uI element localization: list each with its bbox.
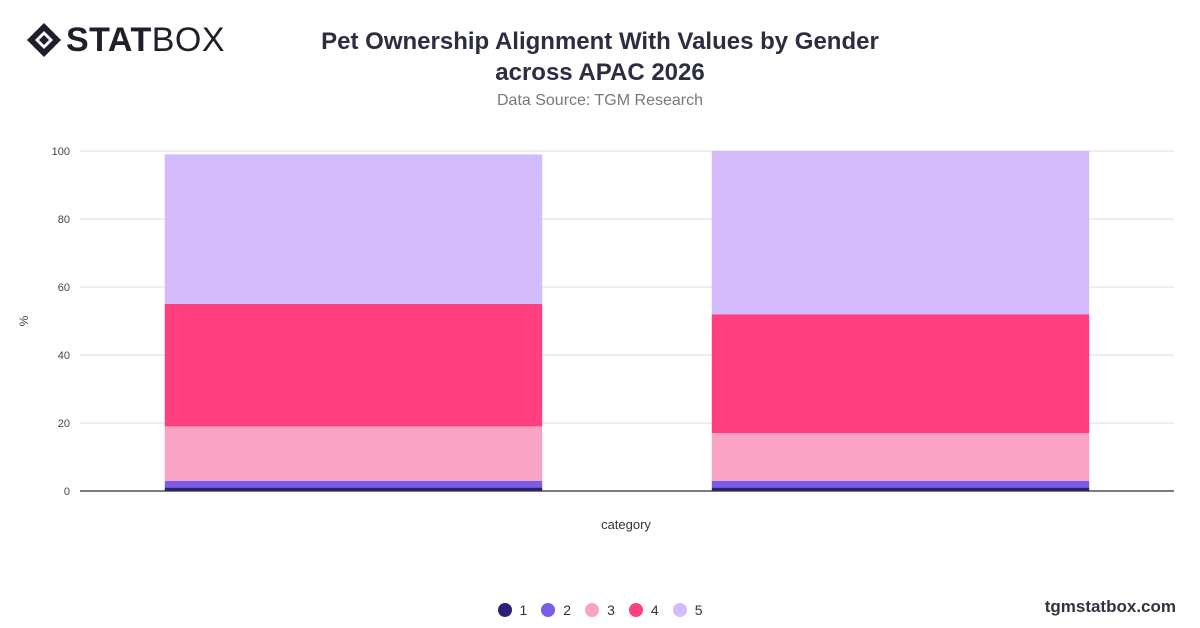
y-tick-label: 80 <box>58 214 70 226</box>
bar-segment-series-5-cat-1 <box>164 154 543 304</box>
y-tick-label: 60 <box>58 282 70 294</box>
legend-swatch-icon <box>585 603 600 617</box>
chart-title-line-1: Pet Ownership Alignment With Values by G… <box>321 28 879 55</box>
legend-label: 2 <box>563 602 572 618</box>
legend-swatch-icon <box>497 603 512 617</box>
chart-title: Pet Ownership Alignment With Values by G… <box>290 26 910 88</box>
y-tick-label: 40 <box>58 350 70 362</box>
y-tick-label: 0 <box>64 486 70 498</box>
legend-item-5[interactable]: 5 <box>672 602 703 618</box>
brand-stat: STAT <box>66 21 152 59</box>
brand-wordmark: STATBOX <box>66 22 225 58</box>
legend-item-1[interactable]: 1 <box>497 602 528 618</box>
bar-segment-series-5-cat-2 <box>711 151 1090 315</box>
chart-legend: 1 2 3 4 5 <box>0 602 1200 618</box>
y-tick-label: 20 <box>58 418 70 430</box>
bar-segment-series-3-cat-1 <box>164 426 543 481</box>
y-tick-label: 100 <box>52 146 70 158</box>
diamond-logo-icon <box>27 23 61 57</box>
bar-segment-series-2-cat-2 <box>711 480 1090 488</box>
legend-label: 1 <box>519 602 528 618</box>
legend-swatch-icon <box>672 603 687 617</box>
legend-swatch-icon <box>628 603 643 617</box>
y-axis-ticks: 0 20 40 60 80 100 <box>52 146 70 498</box>
bar-segment-series-2-cat-1 <box>164 480 543 488</box>
chart-title-line-2: across APAC 2026 <box>495 59 705 86</box>
legend-label: 4 <box>650 602 659 618</box>
legend-swatch-icon <box>541 603 556 617</box>
brand-box: BOX <box>151 21 226 59</box>
legend-label: 3 <box>607 602 615 618</box>
legend-item-3[interactable]: 3 <box>585 602 615 618</box>
y-axis-label: % <box>17 315 31 326</box>
legend-item-4[interactable]: 4 <box>628 602 659 618</box>
bar-segment-series-4-cat-2 <box>711 314 1090 434</box>
legend-item-2[interactable]: 2 <box>541 602 571 618</box>
bar-segment-series-1-cat-2 <box>711 487 1090 491</box>
x-axis-label: category <box>601 517 651 532</box>
chart-subtitle: Data Source: TGM Research <box>496 92 703 109</box>
watermark: tgmstatbox.com <box>1044 597 1176 616</box>
bar-segment-series-1-cat-1 <box>164 487 543 491</box>
bar-segment-series-3-cat-2 <box>711 433 1090 481</box>
legend-label: 5 <box>694 602 703 618</box>
bar-segment-series-4-cat-1 <box>164 304 543 427</box>
bars <box>164 151 1090 491</box>
brand-logo: STATBOX <box>26 22 225 58</box>
